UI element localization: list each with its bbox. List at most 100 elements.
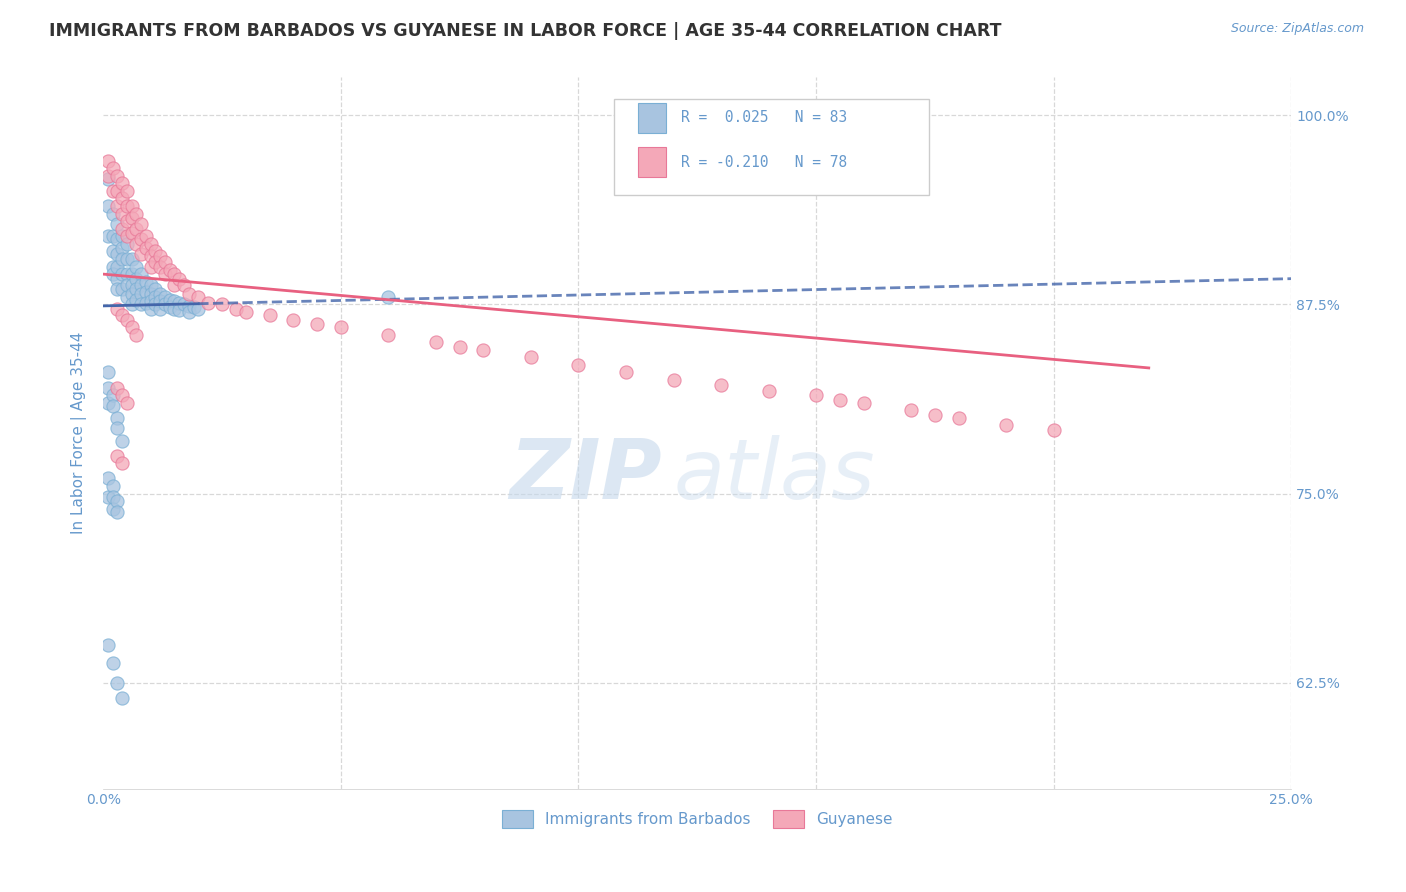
- Point: [125, 282, 148, 296]
- Point: [472, 343, 495, 357]
- Point: [995, 418, 1018, 433]
- Point: [107, 169, 129, 183]
- Point: [139, 249, 162, 263]
- Point: [129, 297, 152, 311]
- Point: [107, 505, 129, 519]
- Point: [111, 177, 134, 191]
- Point: [852, 395, 875, 409]
- Point: [139, 286, 162, 301]
- Point: [139, 294, 162, 309]
- Point: [167, 296, 190, 310]
- Point: [145, 290, 167, 304]
- Point: [125, 271, 148, 285]
- Point: [145, 297, 167, 311]
- Point: [177, 299, 200, 313]
- Point: [101, 267, 124, 281]
- Point: [183, 301, 205, 315]
- Point: [259, 308, 281, 322]
- Point: [173, 277, 195, 292]
- Point: [97, 490, 120, 504]
- Point: [139, 301, 162, 316]
- Point: [567, 358, 589, 372]
- Text: atlas: atlas: [673, 435, 875, 516]
- FancyBboxPatch shape: [614, 99, 929, 194]
- Point: [159, 262, 181, 277]
- Point: [107, 271, 129, 285]
- Point: [163, 301, 186, 316]
- Point: [107, 494, 129, 508]
- Point: [115, 395, 138, 409]
- Point: [129, 267, 152, 281]
- Point: [197, 296, 219, 310]
- Point: [101, 490, 124, 504]
- Point: [125, 293, 148, 307]
- Point: [163, 277, 186, 292]
- Point: [107, 217, 129, 231]
- FancyBboxPatch shape: [638, 147, 666, 177]
- Point: [121, 199, 143, 213]
- Point: [129, 217, 152, 231]
- Point: [111, 267, 134, 281]
- Point: [107, 184, 129, 198]
- Point: [101, 161, 124, 176]
- Text: R = -0.210   N = 78: R = -0.210 N = 78: [681, 154, 846, 169]
- Point: [97, 171, 120, 186]
- Point: [139, 260, 162, 274]
- Point: [159, 293, 181, 307]
- Point: [115, 267, 138, 281]
- Point: [111, 388, 134, 402]
- Point: [125, 260, 148, 274]
- Legend: Immigrants from Barbados, Guyanese: Immigrants from Barbados, Guyanese: [496, 805, 898, 834]
- Point: [125, 236, 148, 251]
- Point: [101, 244, 124, 259]
- Point: [111, 456, 134, 470]
- Point: [111, 690, 134, 705]
- Point: [101, 229, 124, 244]
- Point: [111, 241, 134, 255]
- Point: [307, 317, 329, 331]
- Point: [121, 277, 143, 292]
- Point: [115, 184, 138, 198]
- Point: [135, 296, 157, 310]
- Point: [211, 297, 233, 311]
- Point: [129, 277, 152, 292]
- Point: [97, 169, 120, 183]
- Point: [111, 221, 134, 235]
- Point: [828, 392, 851, 407]
- Point: [97, 199, 120, 213]
- Point: [129, 247, 152, 261]
- Point: [121, 227, 143, 241]
- Point: [121, 211, 143, 226]
- Point: [129, 232, 152, 246]
- Point: [377, 327, 399, 342]
- Point: [101, 399, 124, 413]
- Point: [121, 252, 143, 266]
- Point: [153, 290, 176, 304]
- Point: [115, 290, 138, 304]
- Point: [145, 282, 167, 296]
- Point: [107, 675, 129, 690]
- Point: [149, 286, 172, 301]
- Point: [177, 305, 200, 319]
- Point: [101, 479, 124, 493]
- Point: [329, 320, 352, 334]
- Point: [121, 297, 143, 311]
- Point: [107, 247, 129, 261]
- Point: [115, 236, 138, 251]
- Point: [97, 366, 120, 380]
- Point: [97, 471, 120, 485]
- Point: [173, 297, 195, 311]
- Point: [163, 267, 186, 281]
- Point: [111, 192, 134, 206]
- Text: ZIP: ZIP: [509, 435, 662, 516]
- Point: [111, 308, 134, 322]
- Point: [115, 214, 138, 228]
- Point: [758, 384, 780, 398]
- Point: [107, 260, 129, 274]
- Point: [377, 290, 399, 304]
- Point: [101, 206, 124, 220]
- Point: [225, 301, 247, 316]
- Point: [97, 381, 120, 395]
- Point: [153, 255, 176, 269]
- Point: [97, 395, 120, 409]
